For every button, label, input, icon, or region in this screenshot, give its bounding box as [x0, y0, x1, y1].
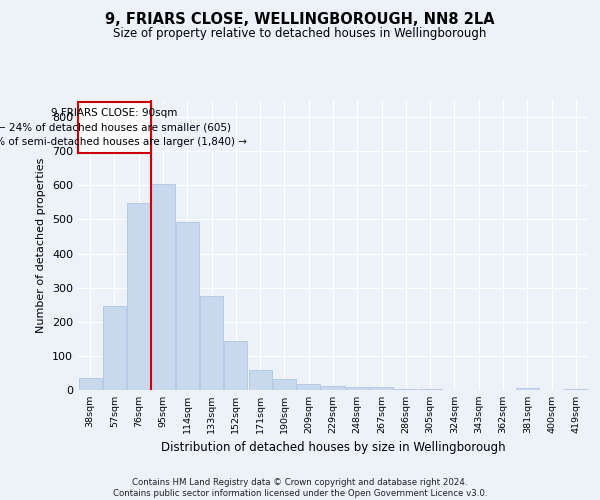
- Bar: [322, 386, 344, 390]
- Bar: [248, 370, 272, 390]
- Bar: [297, 384, 320, 390]
- Bar: [394, 389, 418, 390]
- Bar: [79, 378, 101, 390]
- Bar: [200, 296, 223, 390]
- Bar: [516, 388, 539, 390]
- Bar: [565, 389, 587, 390]
- Text: Contains HM Land Registry data © Crown copyright and database right 2024.
Contai: Contains HM Land Registry data © Crown c…: [113, 478, 487, 498]
- Bar: [419, 389, 442, 390]
- Bar: [127, 203, 150, 390]
- Bar: [370, 388, 393, 390]
- FancyBboxPatch shape: [78, 102, 151, 153]
- Bar: [103, 306, 126, 390]
- Bar: [273, 378, 296, 390]
- Bar: [151, 184, 175, 390]
- Text: Size of property relative to detached houses in Wellingborough: Size of property relative to detached ho…: [113, 28, 487, 40]
- Text: ← 24% of detached houses are smaller (605): ← 24% of detached houses are smaller (60…: [0, 122, 232, 132]
- Text: 74% of semi-detached houses are larger (1,840) →: 74% of semi-detached houses are larger (…: [0, 137, 247, 147]
- Bar: [346, 386, 369, 390]
- Y-axis label: Number of detached properties: Number of detached properties: [37, 158, 46, 332]
- Bar: [224, 340, 247, 390]
- Text: 9, FRIARS CLOSE, WELLINGBOROUGH, NN8 2LA: 9, FRIARS CLOSE, WELLINGBOROUGH, NN8 2LA: [105, 12, 495, 28]
- Bar: [176, 222, 199, 390]
- Text: Distribution of detached houses by size in Wellingborough: Distribution of detached houses by size …: [161, 441, 505, 454]
- Text: 9 FRIARS CLOSE: 90sqm: 9 FRIARS CLOSE: 90sqm: [51, 108, 178, 118]
